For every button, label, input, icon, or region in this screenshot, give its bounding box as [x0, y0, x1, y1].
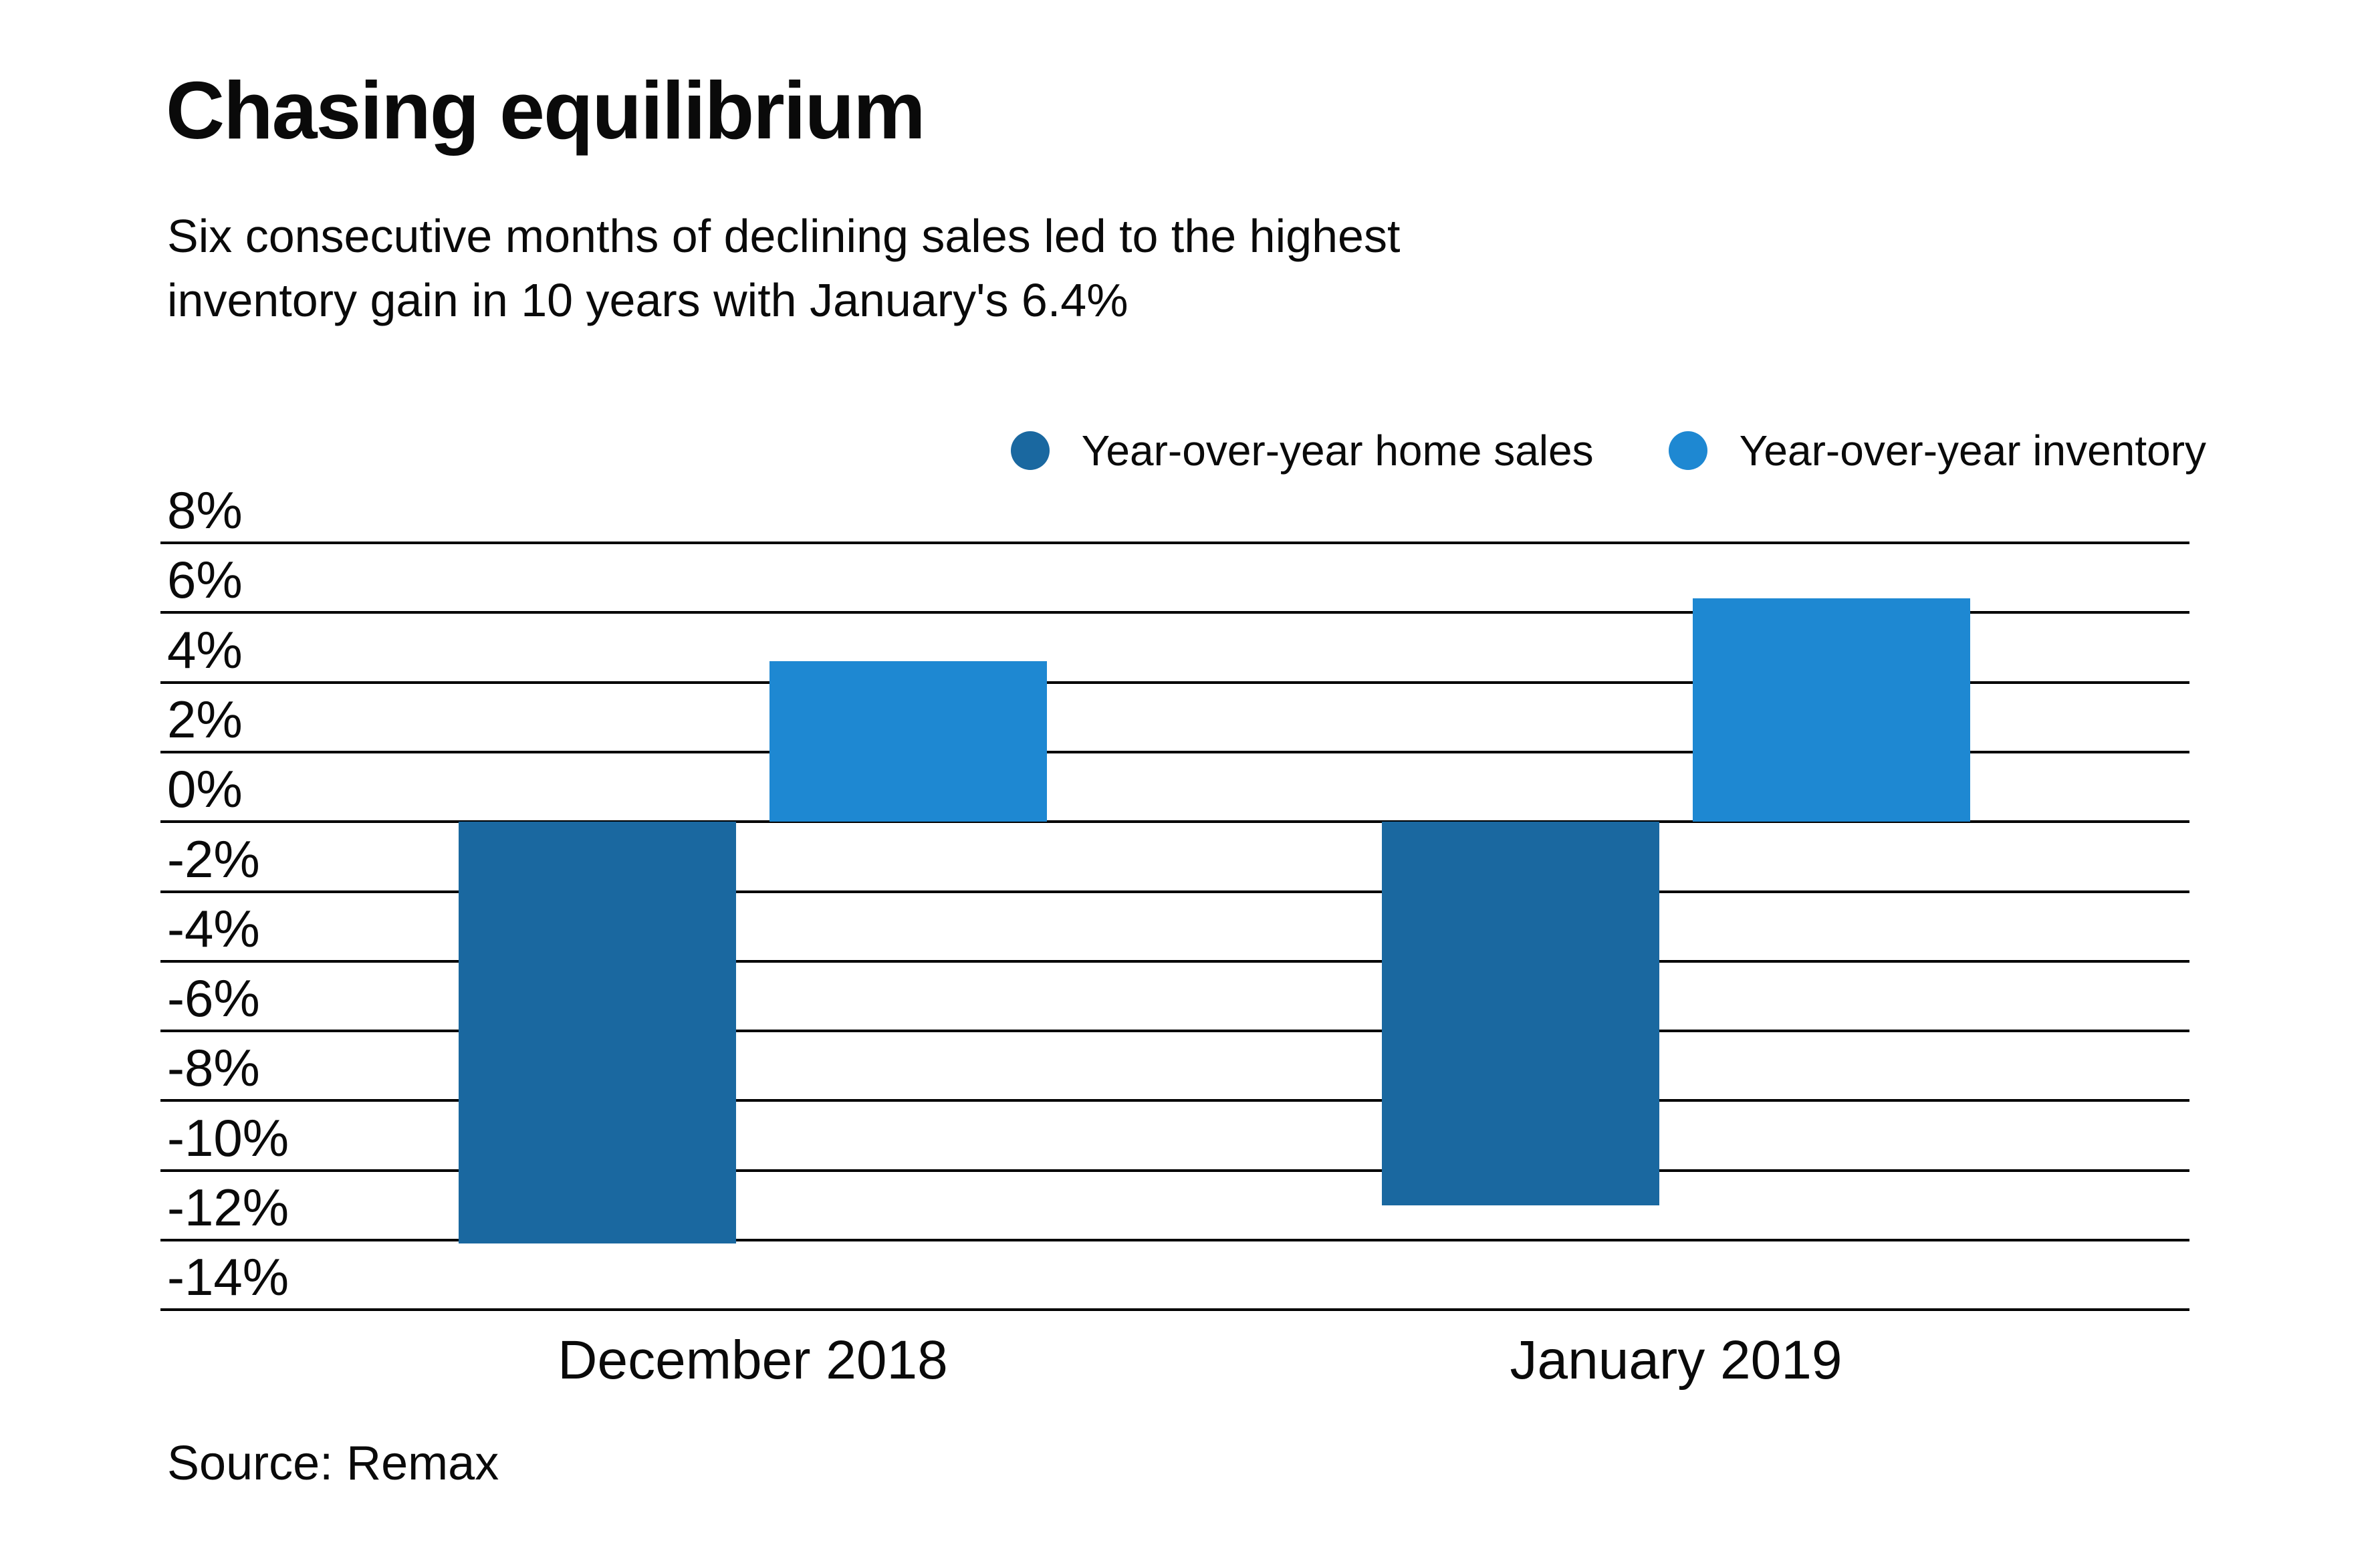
- gridline-6%: [160, 611, 2189, 614]
- gridline-2%: [160, 750, 2189, 753]
- gridline-8%: [160, 542, 2189, 544]
- y-tick-label--14%: -14%: [167, 1247, 289, 1307]
- gridline-0%: [160, 820, 2189, 824]
- bar-home-sales-december-2018: [459, 822, 736, 1244]
- legend-dot-inventory-icon: [1668, 431, 1707, 470]
- y-tick-label-0%: 0%: [167, 759, 243, 819]
- y-tick-label-4%: 4%: [167, 620, 243, 679]
- gridline--2%: [160, 890, 2189, 893]
- y-tick-label--2%: -2%: [167, 829, 260, 888]
- gridline-4%: [160, 681, 2189, 684]
- y-tick-label--6%: -6%: [167, 969, 260, 1028]
- y-tick-label--12%: -12%: [167, 1178, 289, 1237]
- gridline--14%: [160, 1308, 2189, 1312]
- chart-subtitle-line-1: Six consecutive months of declining sale…: [167, 210, 1401, 262]
- legend-dot-home-sales-icon: [1010, 431, 1050, 470]
- y-tick-label-8%: 8%: [167, 481, 243, 540]
- y-tick-label--10%: -10%: [167, 1108, 289, 1167]
- y-tick-label-6%: 6%: [167, 550, 243, 610]
- y-tick-label--8%: -8%: [167, 1038, 260, 1098]
- chart-title: Chasing equilibrium: [166, 65, 926, 156]
- source-note: Source: Remax: [167, 1437, 499, 1490]
- chart-subtitle: Six consecutive months of declining sale…: [167, 204, 1400, 332]
- x-axis-label-december-2018: December 2018: [558, 1330, 948, 1391]
- chart-legend: Year-over-year home sales Year-over-year…: [1010, 426, 2206, 475]
- y-tick-label-2%: 2%: [167, 689, 243, 749]
- x-axis-label-january-2019: January 2019: [1510, 1330, 1842, 1391]
- gridline--10%: [160, 1169, 2189, 1172]
- legend-item-inventory: Year-over-year inventory: [1668, 426, 2206, 475]
- bar-inventory-january-2019: [1693, 598, 1970, 822]
- legend-label-inventory: Year-over-year inventory: [1739, 427, 2206, 475]
- legend-item-home-sales: Year-over-year home sales: [1010, 426, 1594, 475]
- gridline--6%: [160, 1030, 2189, 1033]
- bar-inventory-december-2018: [769, 661, 1047, 822]
- gridline--4%: [160, 959, 2189, 963]
- bar-home-sales-january-2019: [1382, 822, 1659, 1205]
- gridline--12%: [160, 1239, 2189, 1241]
- gridline--8%: [160, 1099, 2189, 1102]
- chart-subtitle-line-2: inventory gain in 10 years with January'…: [167, 274, 1128, 326]
- y-tick-label--4%: -4%: [167, 899, 260, 958]
- legend-label-home-sales: Year-over-year home sales: [1081, 427, 1594, 475]
